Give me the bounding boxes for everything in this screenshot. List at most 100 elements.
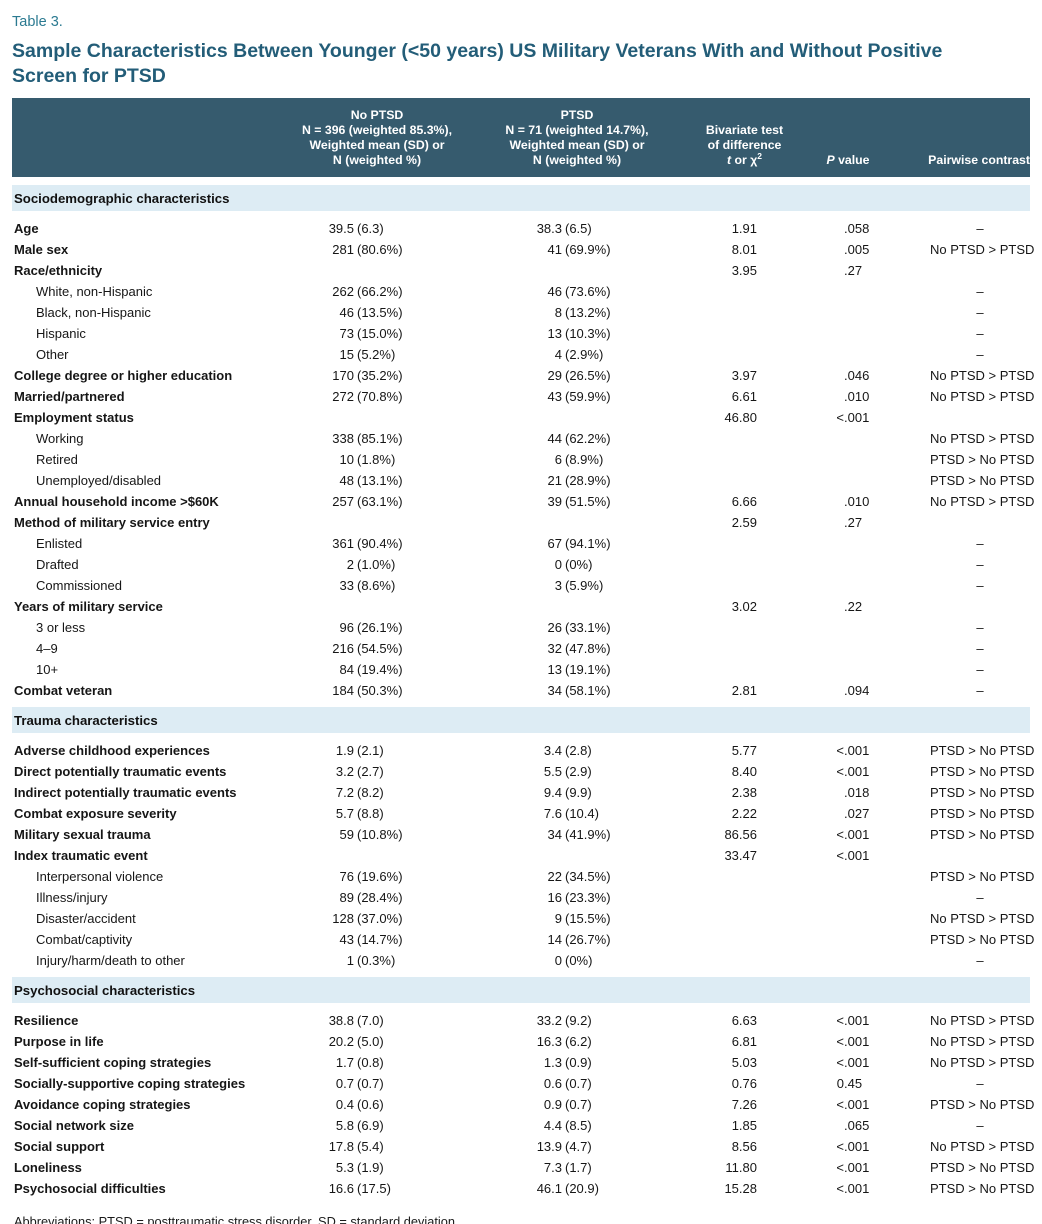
- cell-no-ptsd-number: 170: [332, 368, 354, 383]
- cell-test-statistic: 11.80: [725, 1160, 757, 1175]
- cell-pairwise-contrast: No PTSD > PTSD: [930, 1139, 1035, 1154]
- row-label: Annual household income >$60K: [14, 494, 219, 509]
- cell-ptsd-number: 14: [547, 932, 562, 947]
- cell-pairwise-contrast: –: [976, 557, 984, 572]
- cell-no-ptsd: 15 (5.2%): [292, 347, 462, 362]
- cell-ptsd-number: 13.9: [536, 1139, 562, 1154]
- cell-no-ptsd-number: 3.2: [335, 764, 354, 779]
- cell-ptsd: 7.3 (1.7): [462, 1160, 652, 1175]
- table-row: Social support 17.8 (5.4) 13.9 (4.7) 8.56 <.00…: [12, 1136, 1035, 1157]
- table-row: White, non-Hispanic 262 (66.2%) 46 (73.6%) –: [12, 281, 1030, 302]
- cell-no-ptsd-paren: (5.2%): [357, 347, 396, 362]
- p-value-prefix: <: [836, 1139, 844, 1154]
- table-row: Other 15 (5.2%) 4 (2.9%) –: [12, 344, 1030, 365]
- cell-no-ptsd-number: 89: [339, 890, 354, 905]
- row-label: Combat/captivity: [36, 932, 133, 947]
- p-value-number: .22: [844, 599, 863, 614]
- cell-pairwise-contrast: –: [976, 305, 984, 320]
- cell-ptsd: 1.3 (0.9): [462, 1055, 652, 1070]
- cell-ptsd-paren: (0.7): [565, 1097, 592, 1112]
- cell-p-value: .027: [792, 806, 880, 821]
- cell-no-ptsd-number: 46: [339, 305, 354, 320]
- row-label: Working: [36, 431, 84, 446]
- cell-ptsd-number: 16: [547, 890, 562, 905]
- row-label: Married/partnered: [14, 389, 125, 404]
- table-row: Years of military service 3.02 .22: [12, 596, 1030, 617]
- table-number: Table 3.: [12, 14, 63, 30]
- cell-no-ptsd-paren: (85.1%): [357, 431, 403, 446]
- header-no-ptsd-line4: N (weighted %): [332, 153, 422, 167]
- row-label: Adverse childhood experiences: [14, 743, 210, 758]
- cell-no-ptsd-number: 5.7: [335, 806, 354, 821]
- cell-pairwise-contrast: No PTSD > PTSD: [930, 1013, 1035, 1028]
- cell-ptsd: 46 (73.6%): [462, 284, 652, 299]
- cell-ptsd: 4.4 (8.5): [462, 1118, 652, 1133]
- cell-no-ptsd: 361 (90.4%): [292, 536, 462, 551]
- cell-no-ptsd: 272 (70.8%): [292, 389, 462, 404]
- table-row: Employment status 46.80 <.001: [12, 407, 1030, 428]
- cell-no-ptsd-number: 184: [332, 683, 354, 698]
- cell-no-ptsd-paren: (50.3%): [357, 683, 403, 698]
- table-row: Working 338 (85.1%) 44 (62.2%) No PTSD > PTSD: [12, 428, 1034, 449]
- cell-p-value: .065: [792, 1118, 880, 1133]
- cell-p-value: <.001: [792, 764, 880, 779]
- cell-no-ptsd: 216 (54.5%): [292, 641, 462, 656]
- cell-test-statistic: 1.91: [731, 221, 757, 236]
- cell-no-ptsd: 338 (85.1%): [292, 431, 462, 446]
- chi-symbol: χ: [750, 153, 758, 167]
- cell-ptsd-number: 44: [547, 431, 562, 446]
- cell-no-ptsd-number: 5.8: [335, 1118, 354, 1133]
- table-row: Enlisted 361 (90.4%) 67 (94.1%) –: [12, 533, 1030, 554]
- cell-test-statistic: 2.22: [731, 806, 757, 821]
- cell-pairwise-contrast: PTSD > No PTSD: [930, 743, 1035, 758]
- row-label: Commissioned: [36, 578, 122, 593]
- cell-no-ptsd-paren: (0.7): [357, 1076, 384, 1091]
- cell-no-ptsd-number: 361: [332, 536, 354, 551]
- cell-no-ptsd-paren: (1.8%): [357, 452, 396, 467]
- cell-no-ptsd: 170 (35.2%): [292, 368, 462, 383]
- cell-no-ptsd-paren: (0.8): [357, 1055, 384, 1070]
- header-no-ptsd-line1: No PTSD: [350, 108, 404, 122]
- cell-no-ptsd: 281 (80.6%): [292, 242, 462, 257]
- cell-pairwise-contrast: –: [976, 536, 984, 551]
- cell-no-ptsd: 73 (15.0%): [292, 326, 462, 341]
- table-row: Direct potentially traumatic events 3.2 (2…: [12, 761, 1034, 782]
- cell-ptsd-number: 16.3: [536, 1034, 562, 1049]
- cell-pairwise-contrast: PTSD > No PTSD: [930, 1181, 1035, 1196]
- cell-ptsd-paren: (0%): [565, 557, 593, 572]
- table-row: Drafted 2 (1.0%) 0 (0%) –: [12, 554, 1030, 575]
- row-label: Retired: [36, 452, 78, 467]
- cell-ptsd-number: 7.6: [543, 806, 562, 821]
- table-row: Disaster/accident 128 (37.0%) 9 (15.5%) No PT…: [12, 908, 1034, 929]
- cell-ptsd: 0.6 (0.7): [462, 1076, 652, 1091]
- cell-no-ptsd-paren: (0.6): [357, 1097, 384, 1112]
- cell-ptsd-paren: (73.6%): [565, 284, 611, 299]
- cell-no-ptsd-paren: (90.4%): [357, 536, 403, 551]
- cell-no-ptsd-number: 0.7: [335, 1076, 354, 1091]
- section-header: Psychosocial characteristics: [12, 977, 1030, 1003]
- cell-no-ptsd: 38.8 (7.0): [292, 1013, 462, 1028]
- cell-no-ptsd-paren: (19.6%): [357, 869, 403, 884]
- row-label: Loneliness: [14, 1160, 82, 1175]
- or-text: or: [731, 153, 751, 167]
- cell-no-ptsd-paren: (37.0%): [357, 911, 403, 926]
- cell-no-ptsd-number: 73: [339, 326, 354, 341]
- row-label: 10+: [36, 662, 59, 677]
- t-symbol: t: [726, 153, 732, 167]
- cell-ptsd-number: 1.3: [543, 1055, 562, 1070]
- row-label: Index traumatic event: [14, 848, 148, 863]
- row-label: Hispanic: [36, 326, 86, 341]
- p-value-number: .058: [844, 221, 870, 236]
- row-label: Years of military service: [14, 599, 163, 614]
- row-label: Injury/harm/death to other: [36, 953, 185, 968]
- row-label: Enlisted: [36, 536, 83, 551]
- p-value-text: value: [834, 153, 870, 167]
- cell-ptsd-number: 5.5: [543, 764, 562, 779]
- cell-p-value: .018: [792, 785, 880, 800]
- cell-ptsd-paren: (4.7): [565, 1139, 592, 1154]
- p-value-number: .001: [844, 1034, 870, 1049]
- cell-ptsd-paren: (15.5%): [565, 911, 611, 926]
- p-value-prefix: <: [836, 743, 844, 758]
- cell-no-ptsd-paren: (8.6%): [357, 578, 396, 593]
- cell-no-ptsd-paren: (0.3%): [357, 953, 396, 968]
